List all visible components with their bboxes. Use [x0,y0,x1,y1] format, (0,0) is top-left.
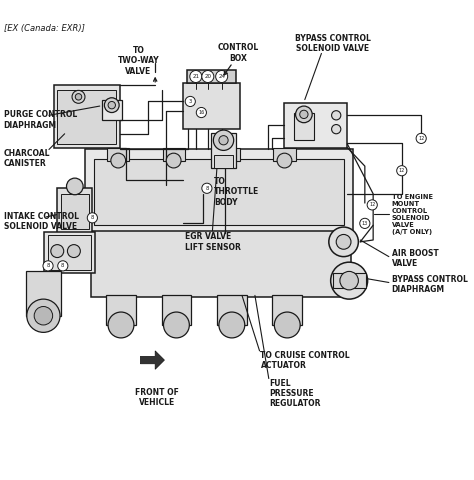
Circle shape [67,245,81,258]
Circle shape [213,130,234,150]
Circle shape [108,101,116,109]
Circle shape [190,71,202,83]
Text: [EX (Canada: EXR)]: [EX (Canada: EXR)] [4,24,84,33]
Text: CONTROL
BOX: CONTROL BOX [218,43,259,63]
Bar [214,155,233,168]
Bar [54,85,120,148]
Circle shape [75,94,82,100]
Bar [85,149,353,233]
Circle shape [216,71,228,83]
Text: FUEL
PRESSURE
REGULATOR: FUEL PRESSURE REGULATOR [270,379,321,408]
Text: TO CRUISE CONTROL
ACTUATOR: TO CRUISE CONTROL ACTUATOR [261,351,350,370]
Circle shape [219,136,228,145]
Bar [106,295,136,325]
Bar [210,133,237,168]
Bar [48,235,91,270]
Circle shape [360,218,370,228]
Text: 20: 20 [204,74,211,79]
Circle shape [108,312,134,338]
Circle shape [336,234,351,249]
Text: BYPASS CONTROL
SOLENOID VALVE: BYPASS CONTROL SOLENOID VALVE [294,34,371,53]
Circle shape [367,200,377,210]
Circle shape [164,312,189,338]
Bar [101,100,122,120]
Circle shape [87,213,98,223]
Bar [333,273,366,288]
Text: TO ENGINE
MOUNT
CONTROL
SOLENOID
VALVE
(A/T ONLY): TO ENGINE MOUNT CONTROL SOLENOID VALVE (… [392,193,433,235]
Circle shape [274,312,300,338]
Circle shape [27,299,60,332]
Text: 12: 12 [369,203,375,207]
Text: EGR VALVE
LIFT SENSOR: EGR VALVE LIFT SENSOR [185,232,241,252]
Bar [217,295,246,325]
Bar [107,148,129,161]
Text: TO
TWO-WAY
VALVE: TO TWO-WAY VALVE [118,46,159,76]
Circle shape [51,245,64,258]
Bar [26,271,61,316]
Circle shape [332,124,341,134]
Bar [61,194,89,229]
Circle shape [104,98,119,112]
Circle shape [58,261,68,271]
Text: BYPASS CONTROL
DIAPHRAGM: BYPASS CONTROL DIAPHRAGM [392,275,467,294]
Text: FRONT OF
VEHICLE: FRONT OF VEHICLE [135,388,179,407]
Bar [273,148,296,161]
Text: 8: 8 [46,264,50,268]
Circle shape [332,111,341,120]
Circle shape [397,166,407,176]
Text: 12: 12 [418,136,424,141]
Circle shape [166,153,181,168]
Text: CHARCOAL
CANISTER: CHARCOAL CANISTER [4,149,50,168]
Circle shape [300,110,308,119]
Text: 8: 8 [61,264,64,268]
Bar [284,103,347,148]
Circle shape [329,227,358,257]
Text: INTAKE CONTROL
SOLENOID VALVE: INTAKE CONTROL SOLENOID VALVE [4,212,79,231]
Circle shape [340,271,358,290]
Circle shape [34,307,53,325]
Circle shape [296,106,312,123]
Bar [94,159,344,225]
Circle shape [202,183,212,193]
Bar [91,231,351,297]
Circle shape [111,153,126,168]
Bar [45,232,95,273]
Text: AIR BOOST
VALVE: AIR BOOST VALVE [392,249,438,268]
Bar [162,295,191,325]
Text: TO
THROTTLE
BODY: TO THROTTLE BODY [214,177,260,207]
Text: 16: 16 [198,110,204,115]
Polygon shape [140,351,164,369]
Text: 8: 8 [91,216,94,220]
Circle shape [185,96,195,107]
Text: 3: 3 [189,99,192,104]
Bar [273,295,302,325]
Text: PURGE CONTROL
DIAPHRAGM: PURGE CONTROL DIAPHRAGM [4,110,77,130]
Bar [187,70,237,83]
Bar [218,148,240,161]
Text: 24: 24 [218,74,225,79]
Circle shape [331,262,368,299]
Circle shape [196,108,207,118]
Text: 13: 13 [362,221,368,226]
Circle shape [66,178,83,195]
Bar [163,148,185,161]
Bar [57,90,117,144]
Circle shape [222,153,237,168]
Text: 8: 8 [205,186,209,191]
Text: 21: 21 [192,74,199,79]
Circle shape [72,90,85,103]
Bar [294,112,314,140]
Circle shape [416,133,426,144]
Bar [57,188,92,234]
Text: 12: 12 [399,168,405,173]
Circle shape [43,261,53,271]
Circle shape [219,312,245,338]
Bar [183,83,240,129]
Circle shape [202,71,214,83]
Circle shape [277,153,292,168]
